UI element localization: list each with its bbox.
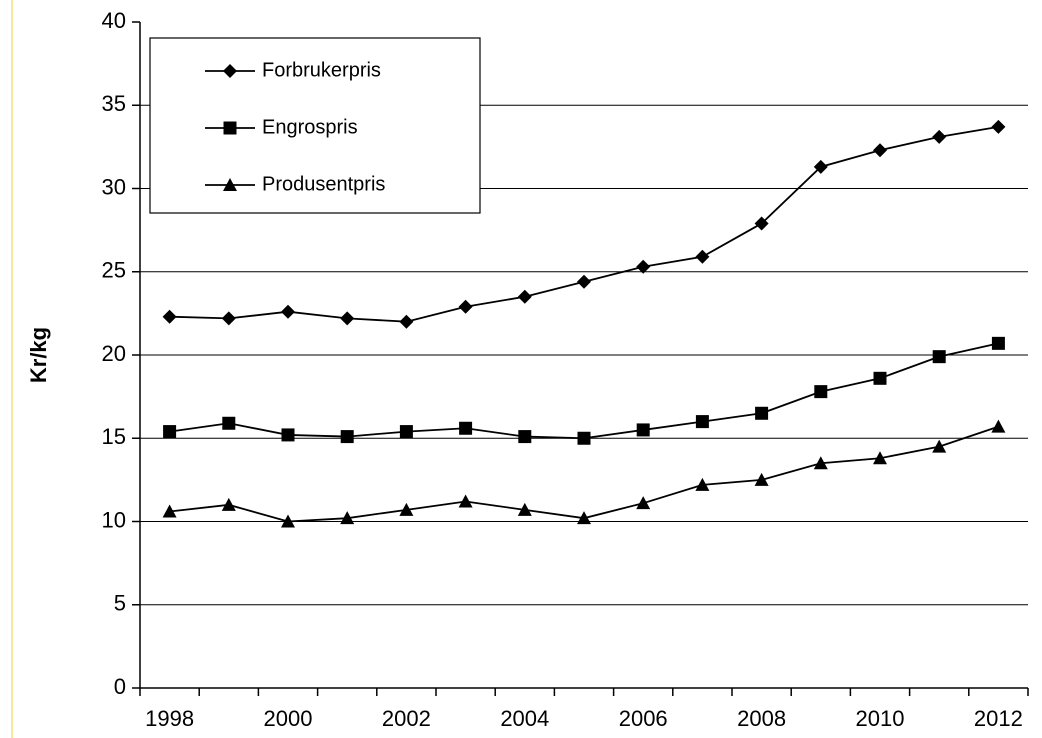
legend-box [149, 37, 481, 214]
legend-label: Produsentpris [262, 173, 385, 195]
marker [517, 502, 532, 516]
marker [813, 456, 828, 470]
y-tick-label: 25 [102, 258, 126, 283]
y-tick-label: 5 [114, 591, 126, 616]
marker [340, 430, 354, 444]
marker [281, 428, 295, 442]
marker [518, 430, 532, 444]
marker [221, 311, 236, 326]
y-tick-label: 10 [102, 507, 126, 532]
marker [340, 511, 355, 525]
y-tick-label: 20 [102, 341, 126, 366]
marker [755, 406, 769, 420]
legend-marker [223, 121, 237, 135]
marker [221, 497, 236, 511]
marker [162, 309, 177, 324]
marker [873, 371, 887, 385]
marker [399, 314, 414, 329]
marker [340, 311, 355, 326]
marker [636, 423, 650, 437]
marker [695, 415, 709, 429]
marker [991, 119, 1006, 134]
x-tick-label: 1998 [145, 706, 194, 731]
legend-label: Forbrukerpris [262, 59, 381, 81]
marker [991, 419, 1006, 433]
marker [517, 289, 532, 304]
marker [695, 477, 710, 491]
legend-marker [223, 64, 237, 78]
marker [932, 350, 946, 364]
marker [458, 299, 473, 314]
marker [281, 304, 295, 319]
y-axis-label: Kr/kg [26, 327, 51, 383]
x-tick-label: 2012 [974, 706, 1023, 731]
marker [222, 416, 236, 430]
y-tick-label: 0 [114, 674, 126, 699]
marker [459, 421, 473, 435]
x-tick-label: 2004 [500, 706, 549, 731]
marker [932, 439, 947, 453]
legend-marker [223, 178, 237, 191]
y-tick-label: 40 [102, 8, 126, 33]
marker [695, 249, 710, 264]
marker [636, 259, 651, 274]
marker [814, 385, 828, 399]
marker [991, 336, 1005, 350]
marker [399, 502, 414, 516]
series-line [169, 342, 999, 440]
x-tick-label: 2010 [856, 706, 905, 731]
y-tick-label: 15 [102, 424, 126, 449]
marker [932, 129, 947, 144]
x-tick-label: 2008 [737, 706, 786, 731]
marker [754, 216, 769, 231]
marker [577, 431, 591, 445]
marker [577, 274, 591, 289]
marker [281, 514, 295, 528]
marker [577, 511, 591, 525]
marker [458, 494, 473, 508]
marker [163, 425, 177, 439]
marker [754, 472, 769, 486]
y-tick-label: 30 [102, 174, 126, 199]
marker [636, 496, 651, 510]
x-tick-label: 2006 [619, 706, 668, 731]
marker [399, 425, 413, 439]
marker [873, 451, 887, 465]
marker [873, 143, 887, 158]
marker [162, 504, 177, 518]
y-tick-label: 35 [102, 91, 126, 116]
x-tick-label: 2000 [264, 706, 313, 731]
marker [813, 159, 828, 174]
x-tick-label: 2002 [382, 706, 431, 731]
legend-label: Engrospris [262, 116, 358, 138]
